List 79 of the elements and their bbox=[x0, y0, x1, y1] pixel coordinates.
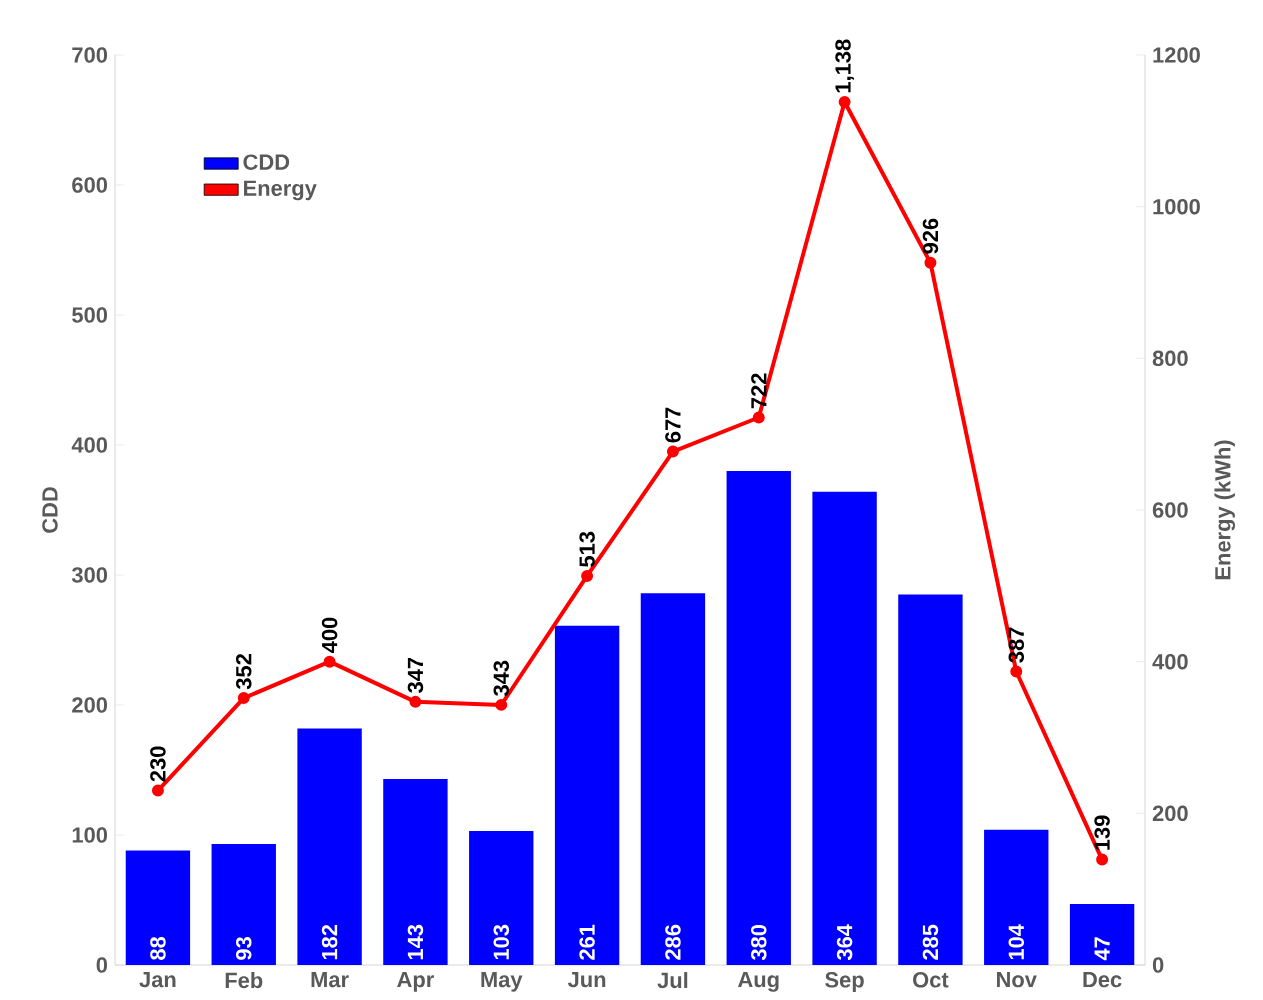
legend-label: Energy bbox=[244, 180, 317, 201]
point bbox=[1010, 665, 1023, 678]
data-label: 104 bbox=[1008, 924, 1025, 960]
bar bbox=[812, 491, 877, 965]
data-label: 261 bbox=[579, 924, 595, 960]
data-label: 343 bbox=[493, 660, 510, 697]
point bbox=[752, 411, 765, 424]
data-label: 722 bbox=[751, 373, 767, 409]
x-tick-label: Dec bbox=[1083, 972, 1122, 988]
bar bbox=[640, 593, 706, 965]
data-label: 387 bbox=[1008, 627, 1025, 663]
data-label: 103 bbox=[493, 924, 510, 960]
y2-axis-title: Energy (kWh) bbox=[1214, 440, 1236, 580]
x-tick-label: May bbox=[481, 972, 523, 992]
x-tick-label: Sep bbox=[825, 972, 864, 992]
bar bbox=[297, 728, 362, 965]
bar bbox=[211, 844, 276, 965]
y-tick-label: 700 bbox=[72, 47, 108, 63]
x-tick-label: Jun bbox=[567, 972, 606, 988]
data-label: 926 bbox=[922, 218, 939, 254]
y-tick-label: 0 bbox=[96, 957, 108, 973]
point bbox=[581, 569, 594, 582]
point bbox=[1096, 853, 1109, 866]
data-label: 285 bbox=[922, 924, 939, 960]
y-tick-label: 300 bbox=[71, 567, 108, 583]
y-axis-title: CDD bbox=[42, 487, 58, 533]
y2-tick-label: 1200 bbox=[1153, 47, 1200, 63]
x-tick-label: Nov bbox=[997, 972, 1037, 988]
y-tick-label: 500 bbox=[72, 307, 108, 323]
x-tick-label: Jan bbox=[139, 972, 176, 988]
x-tick-label: Aug bbox=[737, 972, 779, 992]
data-label: 139 bbox=[1094, 815, 1110, 850]
y-tick-label: 400 bbox=[71, 437, 108, 453]
point bbox=[666, 445, 679, 458]
point bbox=[409, 695, 422, 708]
y2-tick-label: 1000 bbox=[1153, 198, 1200, 215]
point bbox=[237, 692, 250, 705]
y2-tick-label: 600 bbox=[1152, 502, 1188, 518]
data-label: 93 bbox=[236, 937, 252, 960]
bar bbox=[469, 831, 534, 965]
bar bbox=[554, 625, 620, 965]
point bbox=[924, 256, 937, 269]
bar bbox=[984, 829, 1049, 965]
data-label: 677 bbox=[665, 407, 681, 443]
x-tick-label: Mar bbox=[311, 972, 349, 988]
data-label: 400 bbox=[321, 617, 338, 653]
data-label: 143 bbox=[407, 924, 424, 960]
x-tick-label: Oct bbox=[913, 972, 949, 988]
data-label: 352 bbox=[236, 654, 252, 690]
data-label: 1,138 bbox=[835, 39, 854, 93]
x-tick-label: Jul bbox=[657, 972, 688, 989]
y2-tick-label: 0 bbox=[1152, 957, 1164, 973]
x-tick-label: Feb bbox=[225, 972, 263, 989]
point bbox=[838, 96, 851, 108]
x-tick-label: Apr bbox=[397, 972, 434, 992]
data-label: 286 bbox=[665, 924, 681, 960]
y-tick-label: 100 bbox=[72, 827, 108, 843]
bar bbox=[898, 594, 963, 965]
data-label: 513 bbox=[579, 531, 595, 567]
point bbox=[323, 655, 336, 668]
legend-label: CDD bbox=[243, 154, 290, 170]
y2-tick-label: 400 bbox=[1152, 653, 1188, 670]
y-tick-label: 600 bbox=[72, 177, 108, 193]
y2-tick-label: 800 bbox=[1152, 350, 1188, 367]
bar bbox=[1069, 903, 1135, 965]
data-label: 230 bbox=[150, 746, 166, 782]
data-label: 47 bbox=[1094, 937, 1110, 961]
data-label: 380 bbox=[751, 924, 767, 961]
bar bbox=[125, 850, 191, 965]
y-tick-label: 200 bbox=[72, 697, 108, 713]
data-label: 347 bbox=[407, 657, 424, 693]
bar bbox=[383, 779, 448, 965]
data-label: 182 bbox=[321, 924, 338, 960]
bar bbox=[726, 471, 791, 965]
point bbox=[151, 784, 164, 797]
y2-tick-label: 200 bbox=[1152, 805, 1188, 822]
point bbox=[495, 698, 508, 711]
data-label: 364 bbox=[836, 924, 853, 961]
data-label: 88 bbox=[150, 936, 166, 960]
